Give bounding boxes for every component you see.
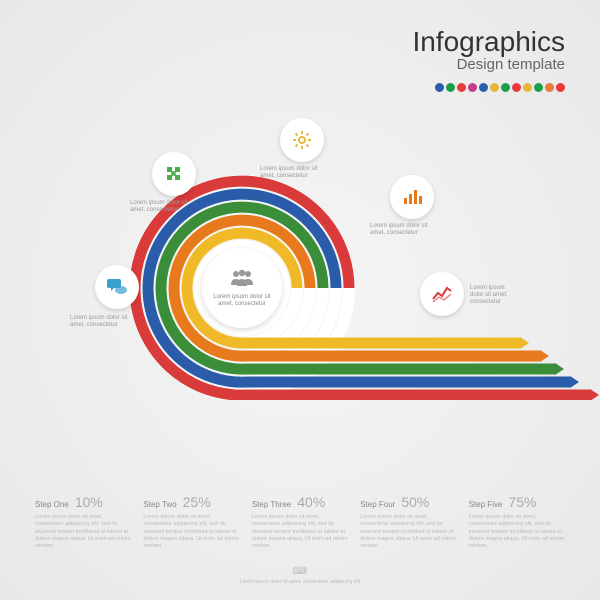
step-label: Step Three (252, 500, 291, 509)
step-body: Lorem ipsum dolor sit amet, consectetur … (469, 514, 565, 550)
palette-dot (501, 83, 510, 92)
palette-dot (479, 83, 488, 92)
chart-icon (420, 272, 464, 316)
header: Infographics Design template (412, 28, 565, 97)
chat-icon (95, 265, 139, 309)
step-pct: 75% (508, 494, 536, 510)
chat-label: Lorem ipsum dolor sitamet, consectetur (70, 315, 127, 329)
step-pct: 40% (297, 494, 325, 510)
palette-dot (446, 83, 455, 92)
palette-dot (490, 83, 499, 92)
palette-dot (545, 83, 554, 92)
step-body: Lorem ipsum dolor sit amet, consectetur … (252, 514, 348, 550)
puzzle-label: Lorem ipsum dolor sitamet, consectetur (130, 200, 187, 214)
step-label: Step Five (469, 500, 503, 509)
center-label: Lorem ipsum dolor sit amet, consectetur (213, 294, 270, 307)
people-icon (229, 269, 255, 292)
palette-dot (534, 83, 543, 92)
step-body: Lorem ipsum dolor sit amet, consectetur … (360, 514, 456, 550)
step: Step One 10% Lorem ipsum dolor sit amet, c… (35, 494, 131, 550)
puzzle-icon (152, 152, 196, 196)
steps-row: Step One 10% Lorem ipsum dolor sit amet, c… (35, 494, 565, 550)
step-label: Step Four (360, 500, 395, 509)
step-pct: 50% (401, 494, 429, 510)
step-pct: 25% (183, 494, 211, 510)
step-pct: 10% (75, 494, 103, 510)
step-body: Lorem ipsum dolor sit amet, consectetur … (143, 514, 239, 550)
chart-label: Lorem ipsumdolor sit amet,consectetur (470, 285, 508, 307)
gear-label: Lorem ipsum dolor sitamet, consectetur (260, 166, 317, 180)
step-body: Lorem ipsum dolor sit amet, consectetur … (35, 514, 131, 550)
footer: ⌨ Lorem ipsum dolor sit amet, consectetu… (0, 566, 600, 585)
palette-dot (457, 83, 466, 92)
step-label: Step Two (143, 500, 176, 509)
step: Step Two 25% Lorem ipsum dolor sit amet, c… (143, 494, 239, 550)
palette-dot (468, 83, 477, 92)
palette-dots (412, 79, 565, 97)
infographic-main: Lorem ipsum dolor sit amet, consectetur … (0, 100, 600, 380)
palette-dot (512, 83, 521, 92)
laptop-icon: ⌨ (0, 566, 600, 577)
center-circle: Lorem ipsum dolor sit amet, consectetur (202, 248, 282, 328)
title: Infographics (412, 28, 565, 56)
step: Step Three 40% Lorem ipsum dolor sit amet,… (252, 494, 348, 550)
bars-label: Lorem ipsum dolor sitamet, consectetur (370, 223, 427, 237)
bars-icon (390, 175, 434, 219)
step-label: Step One (35, 500, 69, 509)
gear-icon (280, 118, 324, 162)
palette-dot (556, 83, 565, 92)
palette-dot (523, 83, 532, 92)
subtitle: Design template (412, 56, 565, 73)
palette-dot (435, 83, 444, 92)
step: Step Five 75% Lorem ipsum dolor sit amet, … (469, 494, 565, 550)
step: Step Four 50% Lorem ipsum dolor sit amet, … (360, 494, 456, 550)
